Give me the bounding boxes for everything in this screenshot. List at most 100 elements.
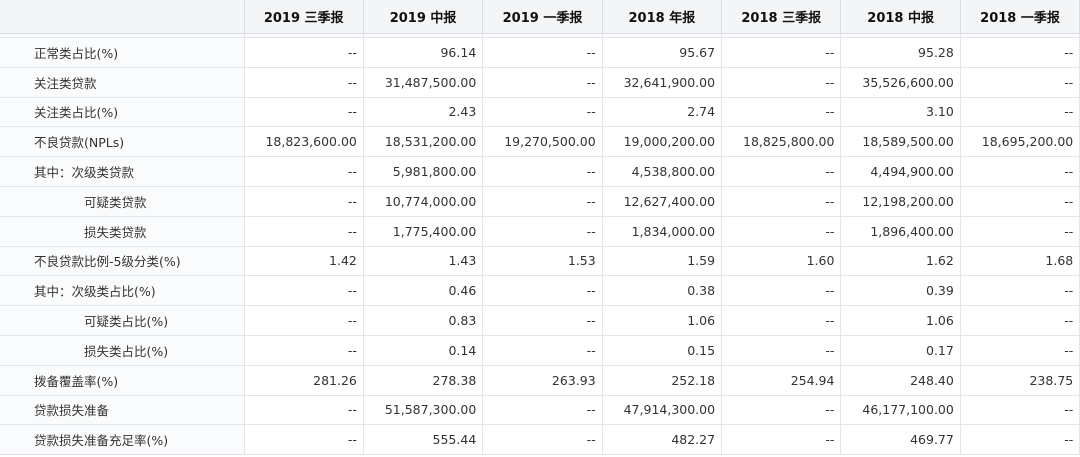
cell-value: 281.26: [244, 365, 364, 396]
column-header[interactable]: 2018 中报: [840, 0, 961, 34]
cell-value: 18,825,800.00: [721, 126, 842, 158]
cell-value: 1,896,400.00: [840, 216, 961, 247]
column-header[interactable]: 2019 中报: [363, 0, 484, 34]
cell-value: --: [244, 305, 364, 336]
cell-value: --: [960, 37, 1080, 68]
cell-value: 46,177,100.00: [840, 395, 961, 426]
cell-value: 1.53: [482, 246, 603, 277]
row-label: 拨备覆盖率(%): [0, 365, 245, 396]
cell-value: --: [482, 335, 603, 366]
cell-value: 18,589,500.00: [840, 126, 961, 158]
table-row: 损失类贷款 -- 1,775,400.00 -- 1,834,000.00 -- 1,896…: [0, 216, 1080, 247]
table-row: 可疑类贷款 -- 10,774,000.00 -- 12,627,400.00 -- 12,…: [0, 186, 1080, 217]
cell-value: 1.06: [840, 305, 961, 336]
header-row: 2019 三季报 2019 中报 2019 一季报 2018 年报 2018 三…: [0, 0, 1080, 34]
cell-value: 278.38: [363, 365, 484, 396]
cell-value: --: [721, 186, 842, 217]
cell-value: --: [721, 305, 842, 336]
cell-value: --: [482, 67, 603, 98]
cell-value: 2.43: [363, 97, 484, 128]
cell-value: 238.75: [960, 365, 1080, 396]
cell-value: 12,198,200.00: [840, 186, 961, 217]
column-header[interactable]: 2018 三季报: [721, 0, 842, 34]
cell-value: --: [482, 37, 603, 68]
cell-value: 18,695,200.00: [960, 126, 1080, 158]
table-row: 其中：次级类贷款 -- 5,981,800.00 -- 4,538,800.00 -- 4,…: [0, 156, 1080, 187]
cell-value: --: [482, 186, 603, 217]
table-row: 拨备覆盖率(%) 281.26 278.38 263.93 252.18 254.94 24…: [0, 365, 1080, 396]
cell-value: 18,531,200.00: [363, 126, 484, 158]
cell-value: --: [482, 275, 603, 307]
cell-value: 263.93: [482, 365, 603, 396]
cell-value: --: [482, 305, 603, 336]
cell-value: --: [721, 156, 842, 187]
cell-value: --: [244, 216, 364, 247]
cell-value: --: [721, 395, 842, 426]
cell-value: 95.28: [840, 37, 961, 68]
row-label: 可疑类贷款: [0, 186, 245, 217]
row-label: 关注类占比(%): [0, 97, 245, 128]
row-label: 贷款损失准备: [0, 395, 245, 426]
table-row: 可疑类占比(%) -- 0.83 -- 1.06 -- 1.06 --: [0, 305, 1080, 336]
cell-value: 5,981,800.00: [363, 156, 484, 187]
row-label: 损失类贷款: [0, 216, 245, 247]
cell-value: 0.14: [363, 335, 484, 366]
cell-value: 96.14: [363, 37, 484, 68]
cell-value: --: [960, 305, 1080, 336]
cell-value: 0.17: [840, 335, 961, 366]
cell-value: 3.10: [840, 97, 961, 128]
cell-value: --: [482, 395, 603, 426]
row-label: 其中：次级类贷款: [0, 156, 245, 187]
table-row: 关注类占比(%) -- 2.43 -- 2.74 -- 3.10 --: [0, 97, 1080, 128]
cell-value: --: [244, 395, 364, 426]
column-header[interactable]: 2019 一季报: [482, 0, 603, 34]
cell-value: 1,834,000.00: [602, 216, 723, 247]
cell-value: 2.74: [602, 97, 723, 128]
cell-value: 252.18: [602, 365, 723, 396]
cell-value: 51,587,300.00: [363, 395, 484, 426]
cell-value: --: [721, 37, 842, 68]
cell-value: 0.46: [363, 275, 484, 307]
cell-value: 4,494,900.00: [840, 156, 961, 187]
table-row: 贷款损失准备充足率(%) -- 555.44 -- 482.27 -- 469.77 --: [0, 424, 1080, 456]
cell-value: --: [482, 216, 603, 247]
cell-value: --: [960, 335, 1080, 366]
table-row: 正常类占比(%) -- 96.14 -- 95.67 -- 95.28 --: [0, 37, 1080, 68]
cell-value: --: [960, 97, 1080, 128]
cell-value: 254.94: [721, 365, 842, 396]
table-row: 损失类占比(%) -- 0.14 -- 0.15 -- 0.17 --: [0, 335, 1080, 366]
cell-value: 10,774,000.00: [363, 186, 484, 217]
cell-value: --: [721, 424, 842, 456]
cell-value: 555.44: [363, 424, 484, 456]
row-label: 关注类贷款: [0, 67, 245, 98]
cell-value: --: [244, 156, 364, 187]
cell-value: 47,914,300.00: [602, 395, 723, 426]
table-row: 不良贷款比例-5级分类(%) 1.42 1.43 1.53 1.59 1.60 1.62 1.…: [0, 246, 1080, 277]
cell-value: --: [244, 424, 364, 456]
header-spacer: [0, 33, 1080, 38]
cell-value: 1.60: [721, 246, 842, 277]
row-label: 损失类占比(%): [0, 335, 245, 366]
cell-value: --: [721, 97, 842, 128]
cell-value: --: [960, 67, 1080, 98]
cell-value: --: [482, 424, 603, 456]
cell-value: --: [960, 186, 1080, 217]
table-row: 贷款损失准备 -- 51,587,300.00 -- 47,914,300.00 -- 46…: [0, 395, 1080, 426]
cell-value: 35,526,600.00: [840, 67, 961, 98]
cell-value: --: [244, 186, 364, 217]
cell-value: 95.67: [602, 37, 723, 68]
row-label: 贷款损失准备充足率(%): [0, 424, 245, 456]
cell-value: 1.43: [363, 246, 484, 277]
column-header[interactable]: 2019 三季报: [244, 0, 364, 34]
row-label: 可疑类占比(%): [0, 305, 245, 336]
table-row: 不良贷款(NPLs) 18,823,600.00 18,531,200.00 19,2…: [0, 126, 1080, 158]
column-header[interactable]: 2018 一季报: [960, 0, 1080, 34]
cell-value: --: [244, 37, 364, 68]
row-label: 不良贷款(NPLs): [0, 126, 245, 158]
cell-value: 1,775,400.00: [363, 216, 484, 247]
cell-value: 31,487,500.00: [363, 67, 484, 98]
cell-value: 0.83: [363, 305, 484, 336]
cell-value: 4,538,800.00: [602, 156, 723, 187]
column-header[interactable]: 2018 年报: [602, 0, 723, 34]
